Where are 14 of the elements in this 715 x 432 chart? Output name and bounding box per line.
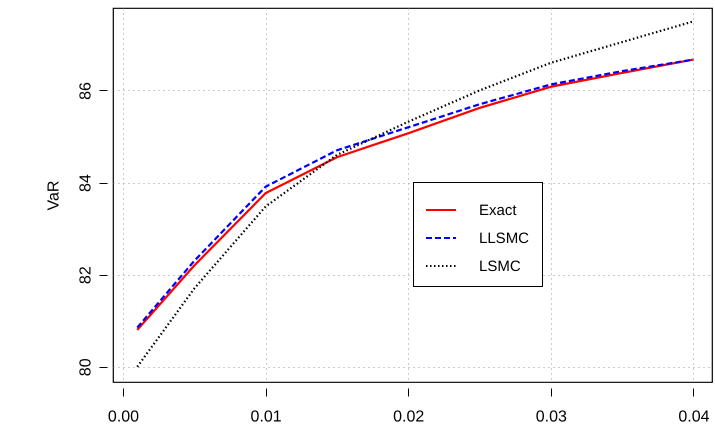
x-tick-label: 0.02: [393, 408, 424, 426]
legend-label: Exact: [479, 202, 518, 219]
x-tick-label: 0.01: [250, 408, 282, 426]
y-tick-label: 84: [78, 174, 94, 192]
x-tick-label: 0.04: [678, 408, 710, 426]
y-tick-label: 80: [78, 358, 94, 376]
legend-label: LLSMC: [479, 230, 530, 247]
x-tick-label: 0.00: [108, 408, 140, 426]
x-tick-label: 0.03: [536, 408, 568, 426]
y-axis-title: VaR: [46, 180, 62, 210]
line-series: [136, 20, 695, 368]
y-tick-label: 86: [78, 82, 94, 100]
legend-label: LSMC: [479, 258, 521, 275]
y-tick-label: 82: [78, 266, 94, 284]
